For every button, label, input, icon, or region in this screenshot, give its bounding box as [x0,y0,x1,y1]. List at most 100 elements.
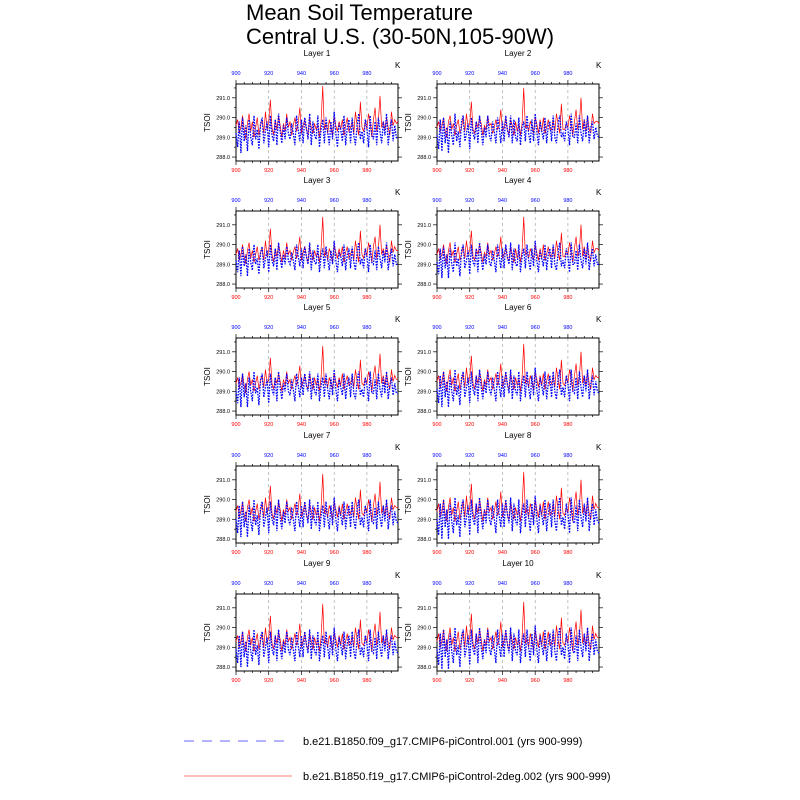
panel-layer-10: Layer 10 K TSOI 900 920 940 960 980 900 920 940 960… [404,559,603,684]
y-tick-label: 291.0 [216,223,230,229]
y-tick-label: 291.0 [216,96,230,102]
x-tick-label-top: 960 [330,581,339,587]
x-tick-label-bottom: 940 [297,295,306,301]
plot-frame [235,83,399,162]
series-line-blue [235,240,398,277]
panel-layer-5: Layer 5 K TSOI 900 920 940 960 980 900 920 940 960 9… [203,303,402,428]
x-tick-label-top: 980 [563,453,572,459]
legend: b.e21.B1850.f09_g17.CMIP6-piControl.001 … [184,736,611,783]
y-axis-label: TSOI [404,240,413,259]
x-tick-label-bottom: 900 [231,295,240,301]
panel-title: Layer 2 [505,49,532,58]
x-tick-label-bottom: 900 [432,168,441,174]
x-tick-label-top: 920 [264,71,273,77]
series-line-red [235,345,398,394]
x-tick-label-bottom: 940 [297,678,306,684]
x-tick-label-bottom: 940 [498,422,507,428]
x-tick-label-top: 900 [231,198,240,204]
panel-units: K [395,188,401,197]
x-tick-label-top: 940 [498,581,507,587]
series-line-blue [436,367,600,408]
x-tick-label-bottom: 960 [330,168,339,174]
y-axis-label: TSOI [404,367,413,386]
x-tick-label-bottom: 980 [362,295,371,301]
x-tick-label-top: 980 [563,325,572,331]
panel-title: Layer 7 [304,431,331,440]
x-tick-label-top: 900 [231,581,240,587]
x-tick-label-bottom: 980 [563,678,572,684]
x-tick-label-bottom: 920 [264,295,273,301]
y-axis-label: TSOI [404,113,413,132]
x-tick-label-top: 920 [465,453,474,459]
y-axis-label: TSOI [404,623,413,642]
x-tick-label-bottom: 960 [531,168,540,174]
y-tick-label: 288.0 [417,665,431,671]
x-tick-label-bottom: 920 [465,295,474,301]
panel-title: Layer 1 [304,49,331,58]
y-tick-label: 288.0 [417,155,431,161]
x-tick-label-bottom: 960 [531,678,540,684]
x-tick-label-bottom: 980 [362,168,371,174]
series-line-red [436,601,599,652]
panel-title: Layer 8 [505,431,532,440]
x-tick-label-top: 940 [498,198,507,204]
y-tick-label: 290.0 [417,370,431,376]
y-tick-label: 291.0 [216,478,230,484]
panel-layer-2: Layer 2 K TSOI 900 920 940 960 980 900 920 940 960 9… [404,49,603,174]
x-tick-label-bottom: 920 [465,550,474,556]
y-tick-label: 290.0 [417,626,431,632]
y-tick-label: 288.0 [417,282,431,288]
x-tick-label-top: 940 [297,453,306,459]
panel-layer-7: Layer 7 K TSOI 900 920 940 960 980 900 920 940 960 9… [203,431,402,556]
y-axis-label: TSOI [404,495,413,514]
x-tick-label-bottom: 900 [432,550,441,556]
y-tick-label: 291.0 [417,350,431,356]
x-tick-label-bottom: 920 [264,422,273,428]
x-tick-label-top: 900 [231,453,240,459]
x-tick-label-bottom: 940 [297,422,306,428]
series-line-blue [436,113,600,154]
y-tick-label: 289.0 [417,135,431,141]
x-tick-label-bottom: 940 [498,550,507,556]
y-tick-label: 288.0 [417,409,431,415]
x-tick-label-bottom: 980 [563,422,572,428]
y-tick-label: 289.0 [216,645,230,651]
panel-title: Layer 5 [304,303,331,312]
x-tick-label-bottom: 960 [330,550,339,556]
x-tick-label-bottom: 960 [531,295,540,301]
panel-units: K [596,188,602,197]
x-tick-label-bottom: 940 [498,168,507,174]
x-tick-label-top: 980 [563,198,572,204]
x-tick-label-bottom: 960 [330,678,339,684]
x-tick-label-top: 960 [531,198,540,204]
y-tick-label: 290.0 [417,243,431,249]
x-tick-label-bottom: 980 [362,422,371,428]
x-tick-label-top: 920 [264,325,273,331]
y-tick-label: 288.0 [216,537,230,543]
series-line-blue [436,240,599,279]
figure-title-line2: Central U.S. (30-50N,105-90W) [246,24,554,49]
series-line-blue [436,495,600,540]
legend-label-series2: b.e21.B1850.f19_g17.CMIP6-piControl-2deg… [303,771,611,783]
x-tick-label-top: 980 [362,453,371,459]
y-axis-label: TSOI [203,113,212,132]
x-tick-label-bottom: 980 [362,678,371,684]
y-tick-label: 288.0 [216,155,230,161]
panel-units: K [395,61,401,70]
panel-layer-4: Layer 4 K TSOI 900 920 940 960 980 900 920 940 960 9… [404,176,603,301]
x-tick-label-top: 940 [297,71,306,77]
y-tick-label: 290.0 [216,243,230,249]
x-tick-label-top: 920 [264,581,273,587]
y-tick-label: 290.0 [216,370,230,376]
panel-title: Layer 6 [505,303,532,312]
x-tick-label-bottom: 900 [231,678,240,684]
y-tick-label: 289.0 [417,645,431,651]
legend-label-series1: b.e21.B1850.f09_g17.CMIP6-piControl.001 … [303,736,582,748]
x-tick-label-bottom: 960 [531,422,540,428]
x-tick-label-top: 960 [531,581,540,587]
x-tick-label-top: 920 [465,325,474,331]
y-tick-label: 291.0 [216,350,230,356]
x-tick-label-bottom: 920 [264,678,273,684]
x-tick-label-bottom: 940 [498,295,507,301]
x-tick-label-top: 900 [432,71,441,77]
